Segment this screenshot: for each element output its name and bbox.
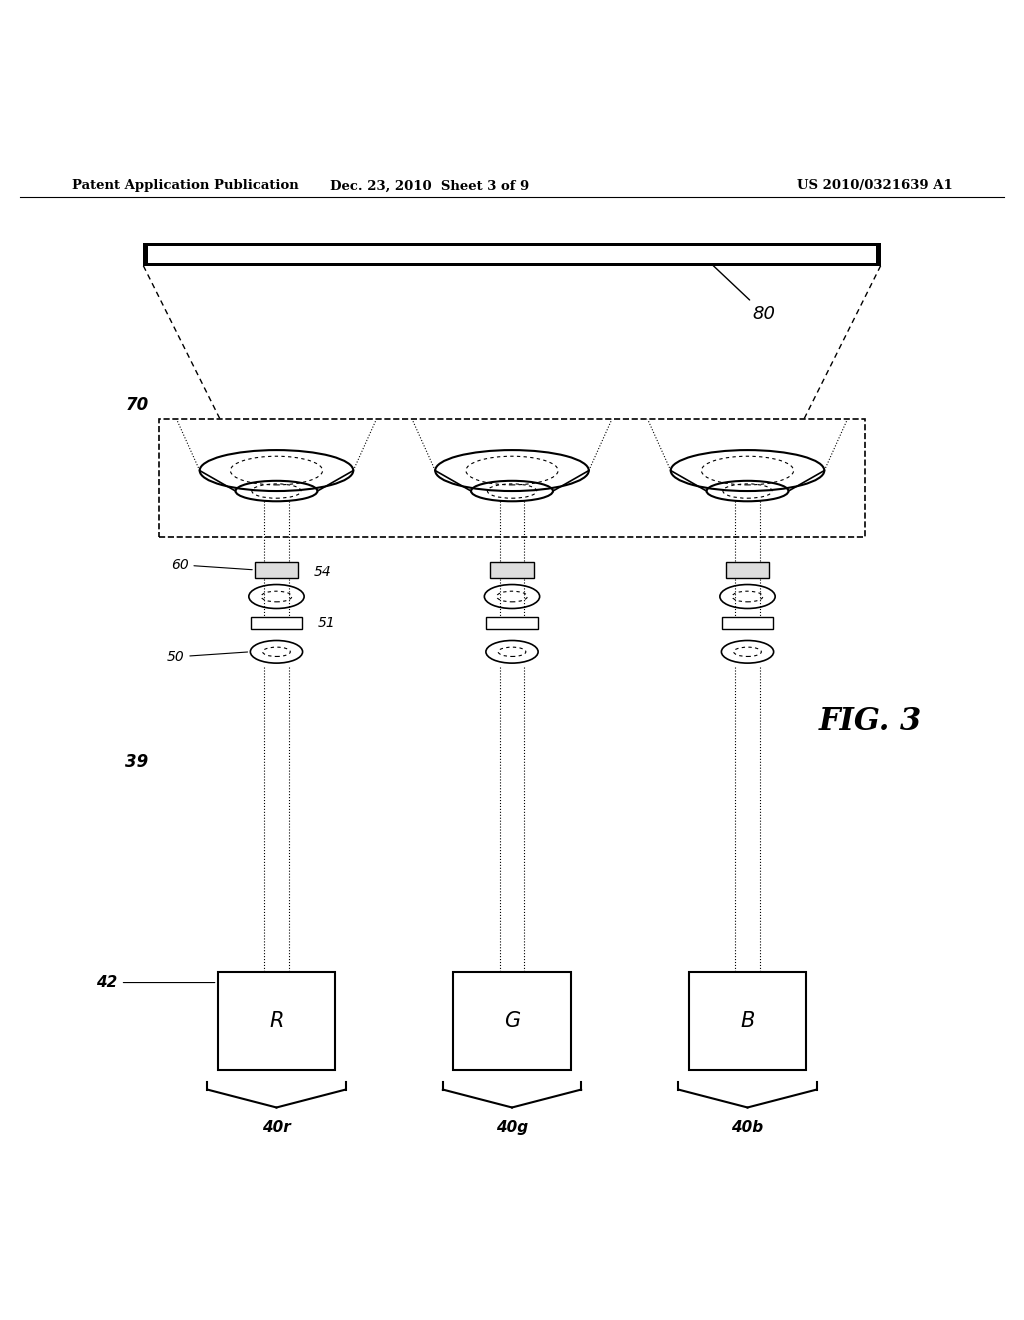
Text: G: G [504,1011,520,1031]
Bar [159,420,865,537]
Text: 40g: 40g [496,1119,528,1135]
Text: 42: 42 [96,975,215,990]
Text: 54: 54 [313,565,331,578]
Text: 60: 60 [171,558,252,572]
Bar [148,247,876,263]
Bar [143,243,881,265]
Bar [726,562,769,578]
Bar [251,616,302,630]
Text: Dec. 23, 2010  Sheet 3 of 9: Dec. 23, 2010 Sheet 3 of 9 [331,180,529,193]
Text: FIG. 3: FIG. 3 [819,706,923,737]
Text: US 2010/0321639 A1: US 2010/0321639 A1 [797,180,952,193]
Text: 40b: 40b [731,1119,764,1135]
Bar [218,973,336,1069]
Bar [486,616,538,630]
Text: 51: 51 [317,616,335,630]
Bar [490,562,534,578]
Bar [688,973,807,1069]
Text: 80: 80 [703,256,775,322]
Text: R: R [269,1011,284,1031]
Text: Patent Application Publication: Patent Application Publication [72,180,298,193]
Text: 39: 39 [125,754,148,771]
Bar [722,616,773,630]
Text: B: B [740,1011,755,1031]
Text: 50: 50 [167,649,248,664]
Bar [255,562,298,578]
Text: 40r: 40r [262,1119,291,1135]
Text: 70: 70 [125,396,148,414]
Bar [453,973,571,1069]
